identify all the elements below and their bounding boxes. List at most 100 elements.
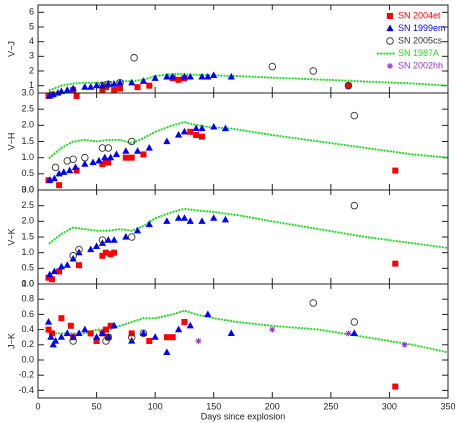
legend-label: SN 2004et [398, 10, 441, 20]
marker-triangle [98, 81, 107, 89]
y-axis-label: V−J [6, 41, 16, 57]
marker-square [146, 338, 153, 344]
marker-triangle [110, 321, 118, 329]
marker-triangle [163, 217, 171, 224]
y-tick-label: 0.2 [21, 339, 34, 349]
marker-triangle [98, 329, 107, 336]
marker-triangle [128, 78, 136, 86]
marker-circle [344, 81, 353, 90]
marker-triangle [122, 147, 130, 154]
line-1987a [48, 120, 450, 159]
marker-triangle [75, 329, 83, 336]
marker-square [193, 132, 200, 139]
marker-triangle [386, 24, 394, 32]
marker-triangle [227, 329, 235, 336]
x-tick-label: 100 [148, 401, 163, 411]
marker-circle [51, 163, 60, 172]
marker-triangle [89, 158, 97, 166]
marker-asterisk [401, 341, 408, 348]
marker-triangle [204, 310, 212, 317]
y-axis-label: J−K [6, 333, 16, 349]
marker-circle [104, 333, 113, 341]
panel-frame [37, 189, 449, 285]
marker-triangle [69, 254, 77, 262]
marker-triangle [174, 325, 183, 333]
marker-square [128, 154, 135, 161]
legend-label: SN 2005cs [398, 35, 443, 45]
marker-triangle [133, 226, 142, 234]
marker-square [107, 251, 114, 258]
y-tick-label: 0.5 [21, 263, 34, 273]
marker-triangle [57, 87, 66, 95]
marker-square [102, 249, 109, 256]
marker-square [87, 330, 94, 337]
marker-square [128, 330, 135, 337]
legend-label: SN 1999em [398, 23, 446, 33]
marker-square [392, 167, 399, 174]
y-tick-label: 1.0 [21, 152, 34, 162]
marker-triangle [46, 270, 54, 278]
marker-triangle [198, 72, 206, 80]
y-tick-label: -0.2 [18, 370, 34, 380]
marker-triangle [145, 143, 153, 151]
marker-triangle [198, 217, 206, 224]
marker-triangle [210, 122, 218, 130]
marker-triangle [180, 127, 189, 135]
y-tick-label: -0.4 [18, 385, 34, 395]
marker-circle [127, 233, 136, 241]
marker-square [102, 326, 109, 333]
marker-triangle [350, 329, 358, 336]
marker-square [111, 87, 118, 94]
marker-square [56, 268, 63, 275]
marker-triangle [57, 262, 66, 270]
marker-triangle [163, 72, 171, 80]
marker-triangle [186, 321, 194, 329]
y-tick-label: 3.0 [21, 87, 34, 97]
marker-square [187, 128, 194, 135]
y-tick-label: 0.6 [21, 309, 34, 319]
marker-square [122, 154, 129, 161]
marker-triangle [95, 156, 103, 164]
line-1987a [48, 207, 450, 250]
marker-circle [98, 144, 107, 152]
marker-circle [69, 252, 77, 260]
marker-square [175, 76, 182, 83]
marker-square [45, 274, 52, 281]
marker-circle [102, 337, 110, 345]
y-tick-label: 2.0 [21, 216, 34, 226]
marker-triangle [49, 340, 57, 348]
x-tick-label: 200 [265, 401, 280, 411]
marker-triangle [116, 78, 124, 86]
marker-triangle [50, 174, 58, 182]
marker-circle [386, 37, 394, 45]
marker-circle [130, 54, 138, 62]
y-tick-label: 0.5 [21, 168, 34, 178]
marker-triangle [210, 214, 218, 221]
marker-square [99, 87, 106, 94]
y-tick-label: 2.5 [21, 104, 34, 114]
marker-square [56, 182, 63, 189]
y-tick-label: 2.0 [21, 120, 34, 130]
marker-triangle [50, 267, 58, 275]
marker-triangle [47, 333, 55, 340]
marker-triangle [92, 81, 101, 89]
marker-triangle [101, 153, 109, 161]
marker-circle [69, 155, 77, 164]
marker-triangle [81, 83, 89, 90]
marker-triangle [87, 83, 95, 90]
marker-square [163, 334, 170, 341]
marker-square [102, 84, 109, 91]
marker-asterisk [387, 63, 393, 69]
marker-triangle [63, 329, 71, 336]
marker-square [67, 322, 74, 329]
marker-square [49, 276, 56, 283]
marker-circle [350, 318, 359, 326]
marker-triangle [87, 245, 95, 253]
y-tick-label: 1.5 [21, 136, 34, 146]
y-tick-label: 2.5 [21, 200, 34, 210]
marker-triangle [163, 137, 171, 145]
panel-frame [37, 283, 449, 399]
marker-triangle [139, 329, 148, 336]
y-tick-label: 1.5 [21, 231, 34, 241]
marker-square [58, 315, 65, 322]
